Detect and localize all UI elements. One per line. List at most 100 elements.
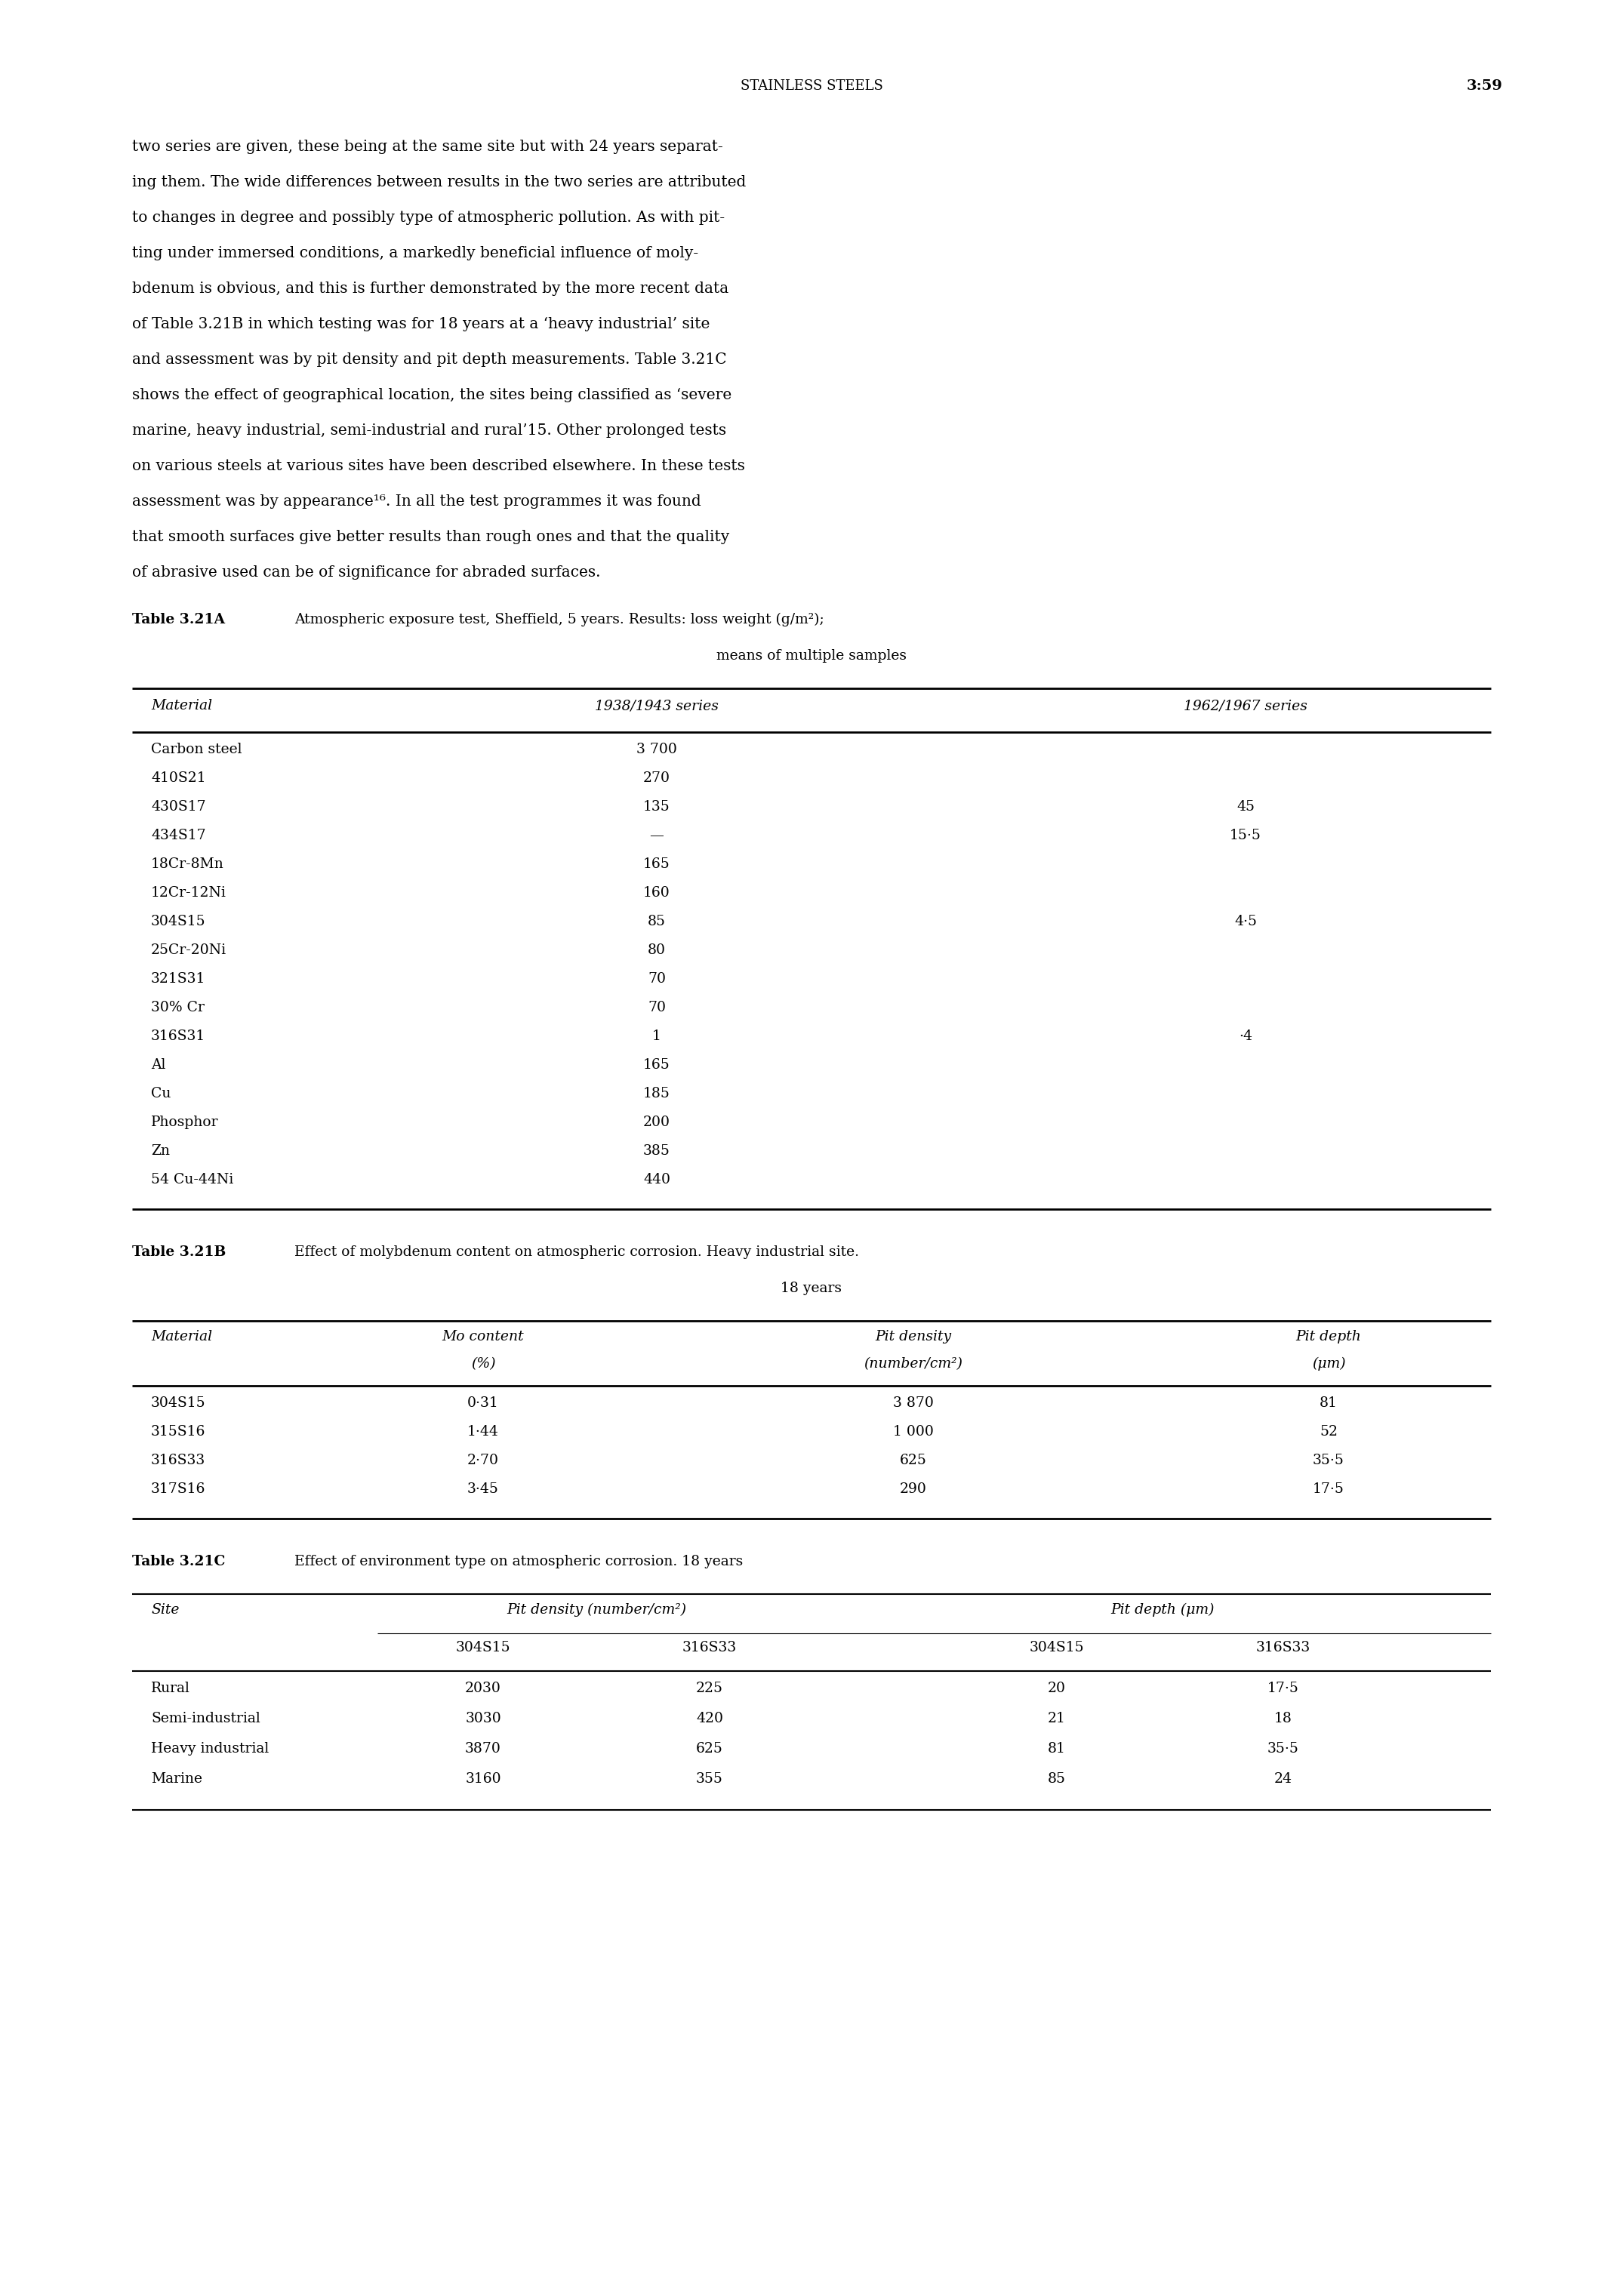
Text: means of multiple samples: means of multiple samples: [716, 650, 907, 664]
Text: 316S31: 316S31: [151, 1029, 206, 1042]
Text: Pit density (number/cm²): Pit density (number/cm²): [506, 1603, 687, 1616]
Text: 54 Cu-44Ni: 54 Cu-44Ni: [151, 1173, 234, 1187]
Text: 3 700: 3 700: [636, 742, 677, 755]
Text: 160: 160: [643, 886, 670, 900]
Text: 385: 385: [643, 1143, 670, 1157]
Text: shows the effect of geographical location, the sites being classified as ‘severe: shows the effect of geographical locatio…: [131, 388, 732, 402]
Text: 20: 20: [1048, 1681, 1066, 1694]
Text: —: —: [649, 829, 664, 843]
Text: 3 870: 3 870: [893, 1396, 933, 1410]
Text: 81: 81: [1048, 1743, 1066, 1756]
Text: ting under immersed conditions, a markedly beneficial influence of moly-: ting under immersed conditions, a marked…: [131, 246, 698, 259]
Text: 35·5: 35·5: [1268, 1743, 1298, 1756]
Text: to changes in degree and possibly type of atmospheric pollution. As with pit-: to changes in degree and possibly type o…: [131, 211, 725, 225]
Text: 317S16: 317S16: [151, 1483, 206, 1497]
Text: 290: 290: [899, 1483, 927, 1497]
Text: (μm): (μm): [1311, 1357, 1345, 1371]
Text: Table 3.21C: Table 3.21C: [131, 1554, 226, 1568]
Text: bdenum is obvious, and this is further demonstrated by the more recent data: bdenum is obvious, and this is further d…: [131, 282, 729, 296]
Text: 25Cr-20Ni: 25Cr-20Ni: [151, 944, 227, 957]
Text: marine, heavy industrial, semi-industrial and rural’15. Other prolonged tests: marine, heavy industrial, semi-industria…: [131, 422, 727, 439]
Text: 434S17: 434S17: [151, 829, 206, 843]
Text: of abrasive used can be of significance for abraded surfaces.: of abrasive used can be of significance …: [131, 565, 601, 579]
Text: on various steels at various sites have been described elsewhere. In these tests: on various steels at various sites have …: [131, 459, 745, 473]
Text: 0·31: 0·31: [467, 1396, 498, 1410]
Text: Al: Al: [151, 1058, 166, 1072]
Text: 3·45: 3·45: [467, 1483, 498, 1497]
Text: 80: 80: [648, 944, 665, 957]
Text: 625: 625: [696, 1743, 724, 1756]
Text: 18: 18: [1274, 1713, 1292, 1724]
Text: 2·70: 2·70: [467, 1453, 498, 1467]
Text: assessment was by appearance¹⁶. In all the test programmes it was found: assessment was by appearance¹⁶. In all t…: [131, 494, 701, 510]
Text: (number/cm²): (number/cm²): [863, 1357, 962, 1371]
Text: 85: 85: [1048, 1773, 1066, 1786]
Text: Phosphor: Phosphor: [151, 1116, 219, 1130]
Text: 200: 200: [643, 1116, 670, 1130]
Text: 316S33: 316S33: [1256, 1642, 1311, 1655]
Text: 304S15: 304S15: [151, 1396, 206, 1410]
Text: Pit depth (μm): Pit depth (μm): [1110, 1603, 1214, 1616]
Text: Cu: Cu: [151, 1086, 170, 1100]
Text: 17·5: 17·5: [1268, 1681, 1298, 1694]
Text: STAINLESS STEELS: STAINLESS STEELS: [740, 80, 883, 92]
Text: 321S31: 321S31: [151, 971, 206, 985]
Text: 410S21: 410S21: [151, 771, 206, 785]
Text: 2030: 2030: [466, 1681, 502, 1694]
Text: 18Cr-8Mn: 18Cr-8Mn: [151, 856, 224, 870]
Text: Rural: Rural: [151, 1681, 190, 1694]
Text: (%): (%): [471, 1357, 495, 1371]
Text: 3870: 3870: [466, 1743, 502, 1756]
Text: and assessment was by pit density and pit depth measurements. Table 3.21C: and assessment was by pit density and pi…: [131, 354, 727, 367]
Text: 304S15: 304S15: [1029, 1642, 1084, 1655]
Text: 270: 270: [643, 771, 670, 785]
Text: ing them. The wide differences between results in the two series are attributed: ing them. The wide differences between r…: [131, 174, 747, 191]
Text: 430S17: 430S17: [151, 799, 206, 813]
Text: Marine: Marine: [151, 1773, 203, 1786]
Text: Material: Material: [151, 1329, 213, 1343]
Text: 420: 420: [696, 1713, 724, 1724]
Text: 12Cr-12Ni: 12Cr-12Ni: [151, 886, 226, 900]
Text: Material: Material: [151, 698, 213, 712]
Text: Table 3.21B: Table 3.21B: [131, 1244, 226, 1258]
Text: 355: 355: [696, 1773, 724, 1786]
Text: 3160: 3160: [466, 1773, 502, 1786]
Text: 165: 165: [643, 856, 670, 870]
Text: Effect of environment type on atmospheric corrosion. 18 years: Effect of environment type on atmospheri…: [294, 1554, 743, 1568]
Text: 135: 135: [643, 799, 670, 813]
Text: 81: 81: [1319, 1396, 1337, 1410]
Text: 17·5: 17·5: [1313, 1483, 1344, 1497]
Text: 304S15: 304S15: [151, 914, 206, 928]
Text: 4·5: 4·5: [1233, 914, 1256, 928]
Text: Carbon steel: Carbon steel: [151, 742, 242, 755]
Text: 30% Cr: 30% Cr: [151, 1001, 204, 1015]
Text: 24: 24: [1274, 1773, 1292, 1786]
Text: Table 3.21A: Table 3.21A: [131, 613, 226, 627]
Text: 165: 165: [643, 1058, 670, 1072]
Text: 304S15: 304S15: [456, 1642, 511, 1655]
Text: of Table 3.21B in which testing was for 18 years at a ‘heavy industrial’ site: of Table 3.21B in which testing was for …: [131, 317, 709, 331]
Text: 185: 185: [643, 1086, 670, 1100]
Text: 1 000: 1 000: [893, 1426, 933, 1440]
Text: Heavy industrial: Heavy industrial: [151, 1743, 269, 1756]
Text: 1938/1943 series: 1938/1943 series: [596, 698, 719, 712]
Text: Mo content: Mo content: [441, 1329, 524, 1343]
Text: 440: 440: [643, 1173, 670, 1187]
Text: 316S33: 316S33: [682, 1642, 737, 1655]
Text: 70: 70: [648, 1001, 665, 1015]
Text: 1·44: 1·44: [467, 1426, 498, 1440]
Text: 21: 21: [1048, 1713, 1066, 1724]
Text: 52: 52: [1319, 1426, 1337, 1440]
Text: Atmospheric exposure test, Sheffield, 5 years. Results: loss weight (g/m²);: Atmospheric exposure test, Sheffield, 5 …: [294, 613, 824, 627]
Text: Zn: Zn: [151, 1143, 170, 1157]
Text: 225: 225: [696, 1681, 724, 1694]
Text: 315S16: 315S16: [151, 1426, 206, 1440]
Text: 18 years: 18 years: [781, 1281, 842, 1295]
Text: 35·5: 35·5: [1313, 1453, 1344, 1467]
Text: 3:59: 3:59: [1466, 80, 1503, 92]
Text: 15·5: 15·5: [1230, 829, 1261, 843]
Text: Semi-industrial: Semi-industrial: [151, 1713, 260, 1724]
Text: Pit density: Pit density: [875, 1329, 951, 1343]
Text: 1: 1: [652, 1029, 661, 1042]
Text: 1962/1967 series: 1962/1967 series: [1183, 698, 1308, 712]
